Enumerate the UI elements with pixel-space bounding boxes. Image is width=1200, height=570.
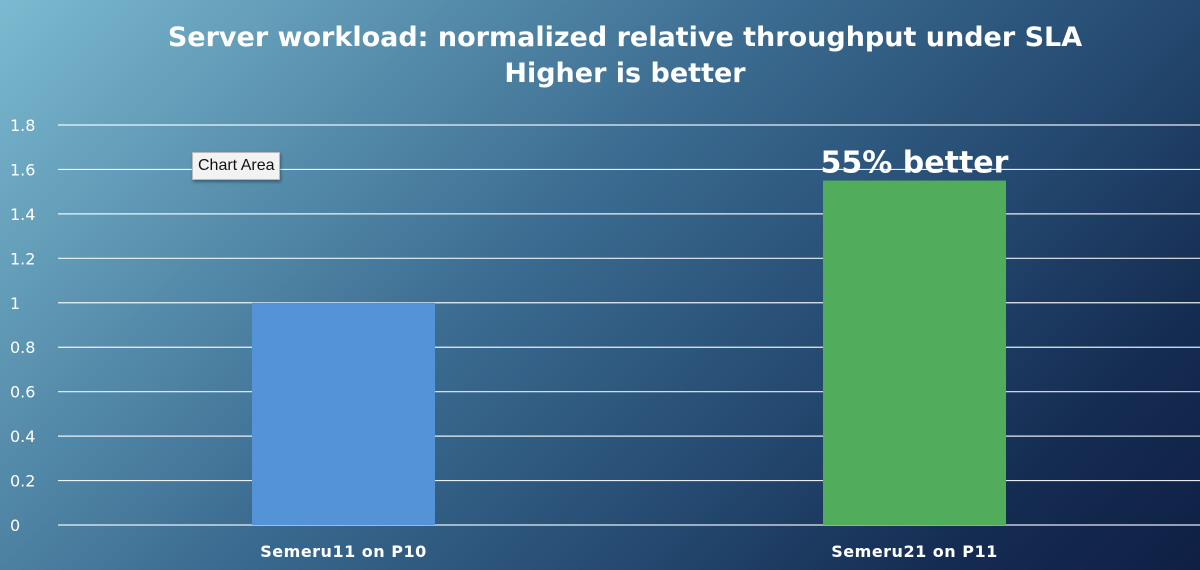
y-tick-label: 0.2 bbox=[10, 472, 35, 491]
chart-subtitle: Higher is better bbox=[504, 58, 746, 89]
y-tick-label: 0.4 bbox=[10, 427, 35, 446]
x-tick-label: Semeru11 on P10 bbox=[260, 542, 426, 561]
y-tick-label: 0.6 bbox=[10, 383, 35, 402]
y-tick-label: 1 bbox=[10, 294, 20, 313]
bar bbox=[252, 302, 435, 525]
chart-area-tooltip: Chart Area bbox=[192, 152, 281, 180]
y-tick-label: 1.2 bbox=[10, 249, 35, 268]
chart-title: Server workload: normalized relative thr… bbox=[167, 22, 1083, 53]
y-tick-label: 0 bbox=[10, 516, 20, 535]
y-tick-label: 0.8 bbox=[10, 338, 35, 357]
y-tick-label: 1.8 bbox=[10, 116, 35, 135]
bar bbox=[823, 180, 1006, 526]
y-tick-label: 1.6 bbox=[10, 160, 35, 179]
bar-annotation: 55% better bbox=[821, 146, 1009, 181]
y-tick-label: 1.4 bbox=[10, 205, 35, 224]
x-tick-label: Semeru21 on P11 bbox=[831, 542, 997, 561]
